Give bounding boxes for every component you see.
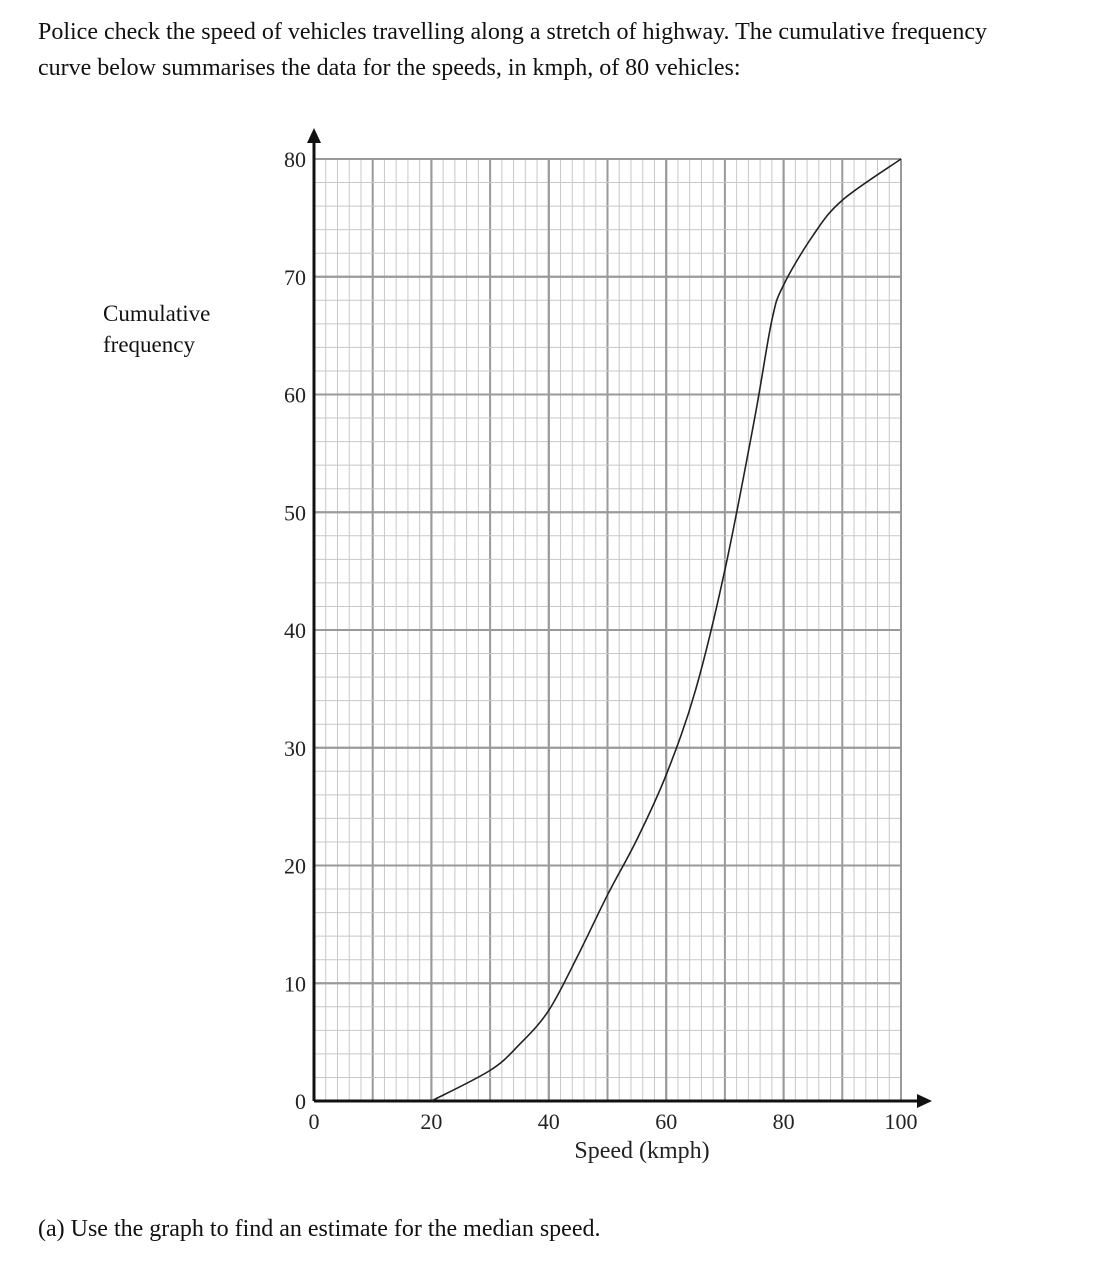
y-tick-label: 60 <box>284 383 306 408</box>
x-tick-label: 20 <box>420 1109 442 1134</box>
x-tick-label: 80 <box>773 1109 795 1134</box>
y-tick-label: 0 <box>295 1089 306 1114</box>
y-tick-label: 10 <box>284 971 306 996</box>
y-tick-label: 80 <box>284 147 306 172</box>
x-axis-arrow <box>917 1094 932 1108</box>
x-tick-label: 0 <box>309 1109 320 1134</box>
x-axis-label: Speed (kmph) <box>574 1138 709 1164</box>
y-tick-label: 30 <box>284 736 306 761</box>
x-tick-label: 100 <box>885 1109 918 1134</box>
question: Police check the speed of vehicles trave… <box>38 19 987 81</box>
marks: 0 20 40 60 80 100 0 10 20 30 40 50 60 70 80 <box>284 128 932 1134</box>
y-tick-label: 40 <box>284 618 306 643</box>
grid <box>313 158 902 1102</box>
question-part-a: (a) Use the graph to find an estimate fo… <box>38 1216 601 1242</box>
y-axis-arrow <box>307 128 321 143</box>
y-tick-label: 70 <box>284 265 306 290</box>
y-tick-label: 20 <box>284 854 306 879</box>
x-tick-label: 60 <box>655 1109 677 1134</box>
x-tick-label: 40 <box>538 1109 560 1134</box>
y-axis-label: Cumulative frequency <box>103 301 211 357</box>
cumulative-frequency-curve <box>431 158 902 1102</box>
y-tick-label: 50 <box>284 500 306 525</box>
